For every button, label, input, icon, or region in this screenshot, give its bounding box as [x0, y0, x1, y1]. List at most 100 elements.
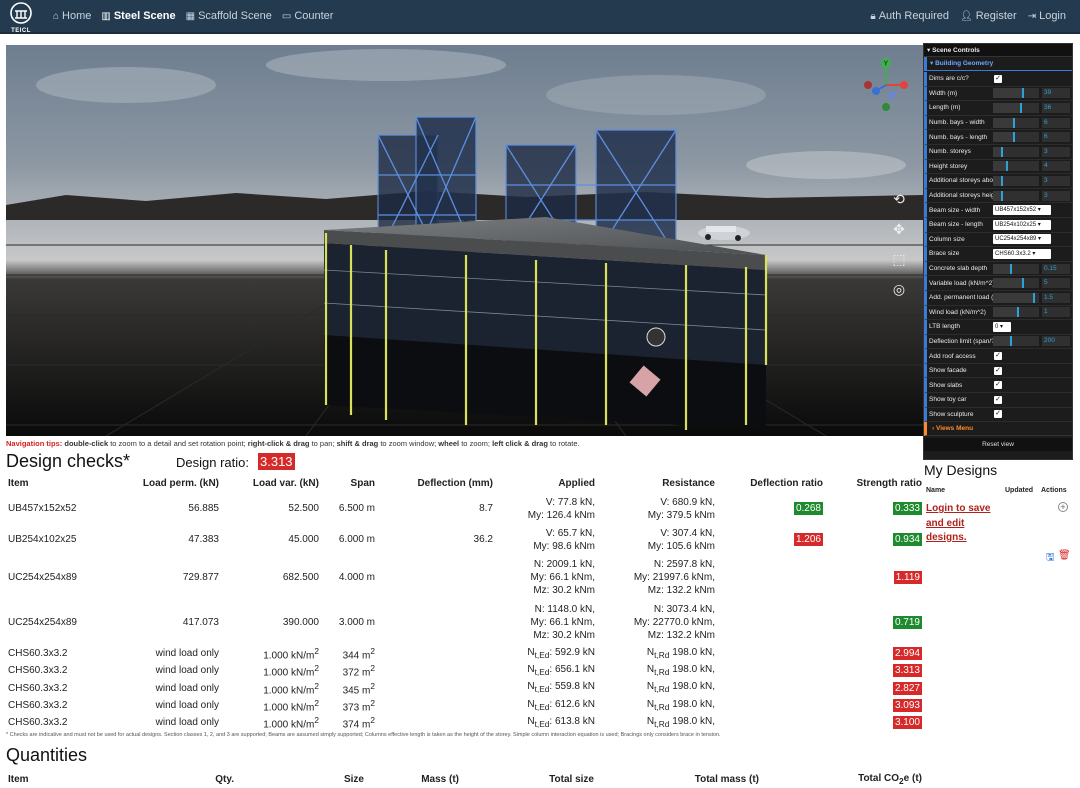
nav-auth-link-2[interactable]: ⇥ Login: [1028, 10, 1066, 22]
unit-exponent: 2: [370, 715, 375, 726]
nav-link-2[interactable]: ▦ Scaffold Scene: [186, 10, 272, 22]
control-row: Brace size CHS60.3x3.2 ▾: [924, 247, 1072, 262]
control-row: LTB length 0 ▾: [924, 320, 1072, 335]
subscript: 2: [899, 775, 904, 786]
control-select-value: 0: [995, 323, 999, 330]
control-value-input[interactable]: 1.5: [1042, 292, 1070, 303]
control-select[interactable]: UC254x254x89 ▾: [993, 234, 1051, 245]
nav-auth-label: Register: [975, 10, 1017, 22]
control-checkbox[interactable]: ✓: [994, 74, 1002, 83]
chevron-down-icon: ▾: [1036, 221, 1041, 228]
control-checkbox[interactable]: ✓: [994, 410, 1002, 419]
control-slider[interactable]: [993, 292, 1039, 303]
zoom-window-icon[interactable]: ⬚: [892, 251, 906, 267]
slider-knob[interactable]: [1012, 132, 1015, 143]
nav-link-0[interactable]: ⌂ Home: [53, 10, 91, 22]
control-slider[interactable]: [993, 88, 1039, 99]
slider-knob[interactable]: [1001, 190, 1004, 201]
control-value-input[interactable]: 1: [1042, 307, 1070, 318]
control-slider[interactable]: [993, 161, 1039, 172]
slider-fill: [993, 336, 1012, 347]
control-slider[interactable]: [993, 190, 1039, 201]
pan-icon[interactable]: ✥: [893, 221, 905, 237]
span-value: 373 m: [342, 702, 371, 714]
control-value-input[interactable]: 200: [1042, 336, 1070, 347]
control-rows: Dims are c/c? ✓ Width (m) 39 Length (m) 36 Num…: [924, 71, 1072, 423]
control-select[interactable]: CHS60.3x3.2 ▾: [993, 248, 1051, 259]
cell-line: My: 66.1 kNm,: [530, 617, 595, 628]
control-select[interactable]: UB254x102x25 ▾: [993, 219, 1051, 230]
control-select-value: UC254x254x89: [995, 236, 1037, 243]
control-value-input[interactable]: 36: [1042, 102, 1070, 113]
control-value-input[interactable]: 6: [1042, 132, 1070, 143]
column-header: Span: [350, 478, 375, 489]
control-label: Show slabs: [929, 381, 963, 389]
control-value-input[interactable]: 3: [1042, 190, 1070, 201]
control-slider[interactable]: [993, 117, 1039, 128]
control-value-input[interactable]: 3: [1042, 146, 1070, 157]
slider-knob[interactable]: [1005, 161, 1008, 172]
nav-link-3[interactable]: ▭ Counter: [282, 10, 334, 22]
login-to-save-link[interactable]: Login to save and edit designs.: [926, 503, 991, 543]
slider-knob[interactable]: [1010, 263, 1013, 274]
cell-strength-ratio: 0.934: [825, 524, 924, 555]
control-checkbox[interactable]: ✓: [994, 352, 1002, 361]
control-slider[interactable]: [993, 336, 1039, 347]
views-menu-folder[interactable]: › Views Menu: [924, 422, 1072, 437]
column-header: Deflection (mm): [417, 478, 493, 489]
control-checkbox[interactable]: ✓: [994, 395, 1002, 404]
control-slider[interactable]: [993, 132, 1039, 143]
control-checkbox[interactable]: ✓: [994, 381, 1002, 390]
control-select[interactable]: 0 ▾: [993, 321, 1011, 332]
table-row: CHS60.3x3.2 wind load only 1.000 kN/m2 344 …: [6, 645, 924, 662]
nav-auth-link-0[interactable]: 🔒︎ Auth Required: [870, 10, 949, 22]
3d-viewport[interactable]: Y ⟲ ✥ ⬚ ◎: [6, 45, 923, 436]
control-value-input[interactable]: 39: [1042, 88, 1070, 99]
slider-knob[interactable]: [1012, 117, 1015, 128]
rotate-reset-icon[interactable]: ⟲: [893, 191, 905, 207]
control-value-input[interactable]: 5: [1042, 278, 1070, 289]
building-geometry-folder[interactable]: ▾ Building Geometry: [924, 57, 1072, 71]
control-select[interactable]: UB457x152x52 ▾: [993, 205, 1051, 216]
cell-strength-ratio: 3.100: [825, 714, 924, 731]
control-value-input[interactable]: 6: [1042, 117, 1070, 128]
span-value: 345 m: [342, 684, 371, 696]
axis-gizmo[interactable]: Y: [856, 55, 916, 115]
save-icon[interactable]: 🖫︎: [1046, 552, 1055, 563]
slider-knob[interactable]: [1017, 307, 1020, 318]
add-design-icon[interactable]: +: [1058, 502, 1068, 512]
slider-knob[interactable]: [1021, 88, 1024, 99]
slider-knob[interactable]: [1033, 292, 1036, 303]
control-slider[interactable]: [993, 263, 1039, 274]
control-checkbox[interactable]: ✓: [994, 366, 1002, 375]
nav-auth-link-1[interactable]: 👤︎ Register: [960, 10, 1017, 22]
control-slider[interactable]: [993, 175, 1039, 186]
control-value-input[interactable]: 3: [1042, 175, 1070, 186]
slider-knob[interactable]: [1001, 146, 1004, 157]
column-header: Applied: [558, 478, 595, 489]
control-slider[interactable]: [993, 146, 1039, 157]
control-row: Length (m) 36: [924, 101, 1072, 116]
target-icon[interactable]: ◎: [892, 281, 906, 297]
logo[interactable]: TEICL: [7, 2, 35, 34]
control-slider[interactable]: [993, 307, 1039, 318]
slider-fill: [993, 88, 1023, 99]
slider-knob[interactable]: [1001, 175, 1004, 186]
control-value-input[interactable]: 0.15: [1042, 263, 1070, 274]
load-value: 1.000 kN/m: [263, 702, 315, 714]
control-slider[interactable]: [993, 278, 1039, 289]
slider-knob[interactable]: [1010, 336, 1013, 347]
control-label: Width (m): [929, 89, 958, 97]
slider-knob[interactable]: [1019, 102, 1022, 113]
control-row: Numb. storeys 3: [924, 144, 1072, 160]
scene-controls-title[interactable]: ▾ Scene Controls: [924, 44, 1072, 57]
nav-link-1[interactable]: ▥ Steel Scene: [101, 10, 175, 22]
reset-view-button[interactable]: Reset view: [924, 438, 1072, 452]
subscript: t,Rd: [654, 649, 670, 660]
control-value-input[interactable]: 4: [1042, 161, 1070, 172]
control-slider[interactable]: [993, 102, 1039, 113]
control-label: Beam size - width: [929, 206, 981, 214]
slider-knob[interactable]: [1021, 278, 1024, 289]
home-icon: ⌂: [53, 10, 60, 22]
trash-icon[interactable]: 🗑︎: [1058, 550, 1071, 561]
